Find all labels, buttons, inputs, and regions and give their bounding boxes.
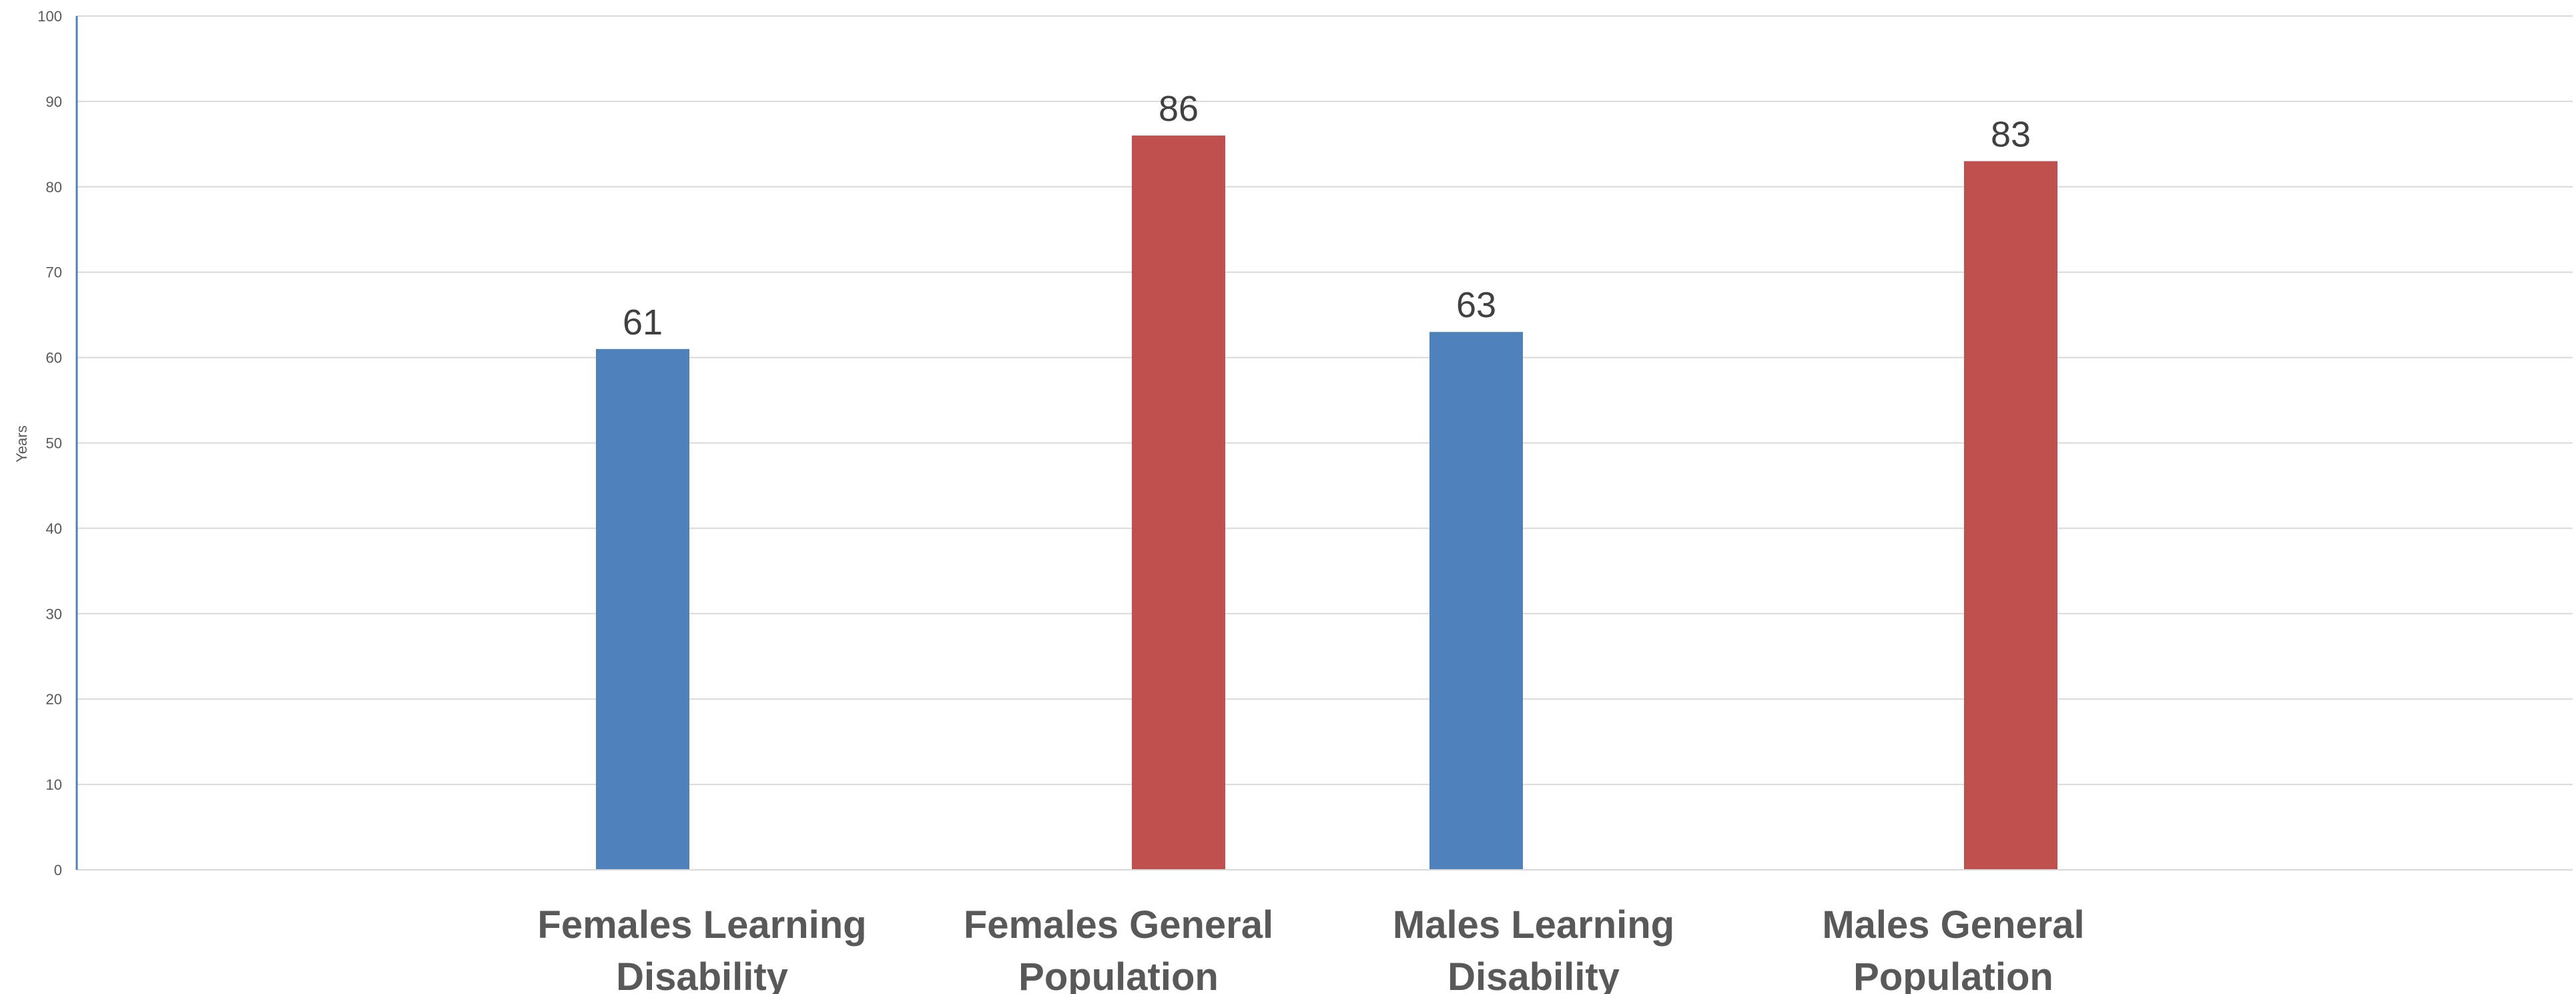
data-label: 63 [1456,285,1496,325]
y-tick-label: 70 [46,264,62,281]
x-tick-label: Disability [616,955,788,994]
x-tick-label: Females Learning [537,903,866,947]
y-tick-label: 50 [46,435,62,452]
x-tick-label: Population [1018,955,1219,994]
x-tick-label: Males General [1822,903,2084,947]
y-tick-label: 10 [46,776,62,793]
y-tick-label: 0 [54,862,62,879]
y-tick-label: 80 [46,179,62,196]
gridlines [77,15,2573,786]
bar [1429,332,1523,871]
y-tick-label: 100 [37,8,62,25]
data-label: 61 [623,302,663,342]
labels: 0 10 20 30 40 50 60 70 80 90 100 61 Females Learning… [37,8,2084,994]
y-tick-label: 30 [46,605,62,622]
x-tick-label: Females General [964,903,1273,947]
axes [75,16,2573,871]
bar [1132,136,1225,870]
bar [1964,161,2057,871]
x-tick-label: Population [1853,955,2053,994]
x-tick-label: Males Learning [1393,903,1674,947]
data-label: 83 [1991,114,2031,154]
data-label: 86 [1159,89,1199,129]
y-tick-label: 60 [46,350,62,366]
y-axis-title: Years [13,425,30,462]
y-tick-label: 90 [46,93,62,110]
y-tick-label: 20 [46,691,62,708]
y-tick-label: 40 [46,520,62,537]
bars [596,136,2057,871]
bar [596,348,689,870]
x-tick-label: Disability [1447,955,1620,994]
